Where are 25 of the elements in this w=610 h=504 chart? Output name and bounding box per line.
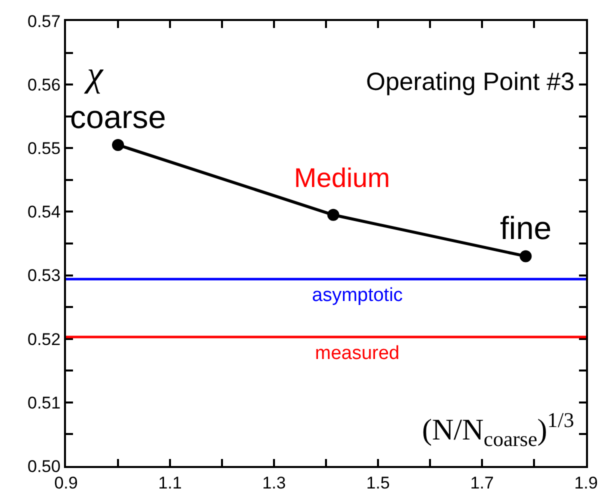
x-tick-label: 1.5 xyxy=(366,473,390,492)
point xyxy=(520,250,532,262)
y-tick-label: 0.57 xyxy=(28,12,61,31)
y-tick-label: 0.56 xyxy=(28,76,61,95)
y-tick-label: 0.53 xyxy=(28,266,61,286)
x-tick-label: 1.3 xyxy=(262,473,286,492)
y-axis-title: χ xyxy=(84,54,104,94)
x-axis-title: (N/N$_{coarse}$)$^{1/3}$ xyxy=(422,408,574,451)
ref-line-label: measured xyxy=(315,343,400,364)
annotation: Operating Point #3 xyxy=(366,68,574,96)
x-tick-label: 1.1 xyxy=(158,473,182,492)
y-tick-label: 0.54 xyxy=(28,202,61,222)
y-tick-label: 0.52 xyxy=(28,330,61,349)
point xyxy=(112,138,124,151)
y-tick-label: 0.51 xyxy=(28,393,61,412)
x-tick-label: 1.9 xyxy=(574,473,598,492)
annotation: fine xyxy=(500,210,552,246)
x-tick-label: 0.9 xyxy=(54,473,78,492)
annotation: Medium xyxy=(294,163,390,193)
annotation: coarse xyxy=(70,99,166,135)
y-tick-label: 0.55 xyxy=(28,139,61,158)
text: 0.50 xyxy=(28,456,61,476)
x-tick-label: 1.7 xyxy=(470,473,494,492)
ref-line-label: asymptotic xyxy=(312,285,403,306)
point xyxy=(327,208,340,221)
